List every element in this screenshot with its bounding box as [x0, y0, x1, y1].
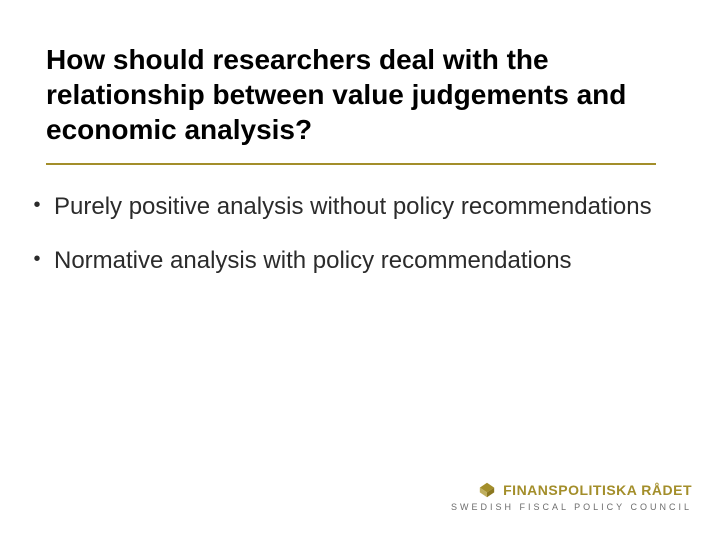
bullet-text: Purely positive analysis without policy …: [54, 192, 652, 222]
bullet-text: Normative analysis with policy recommend…: [54, 246, 572, 276]
bullet-marker-icon: •: [30, 246, 44, 272]
list-item: • Normative analysis with policy recomme…: [30, 246, 670, 276]
logo-top-row: FINANSPOLITISKA RÅDET: [451, 482, 692, 498]
logo-mark-icon: [479, 482, 495, 498]
title-underline: [46, 163, 656, 165]
logo-name: FINANSPOLITISKA RÅDET: [503, 482, 692, 498]
bullet-list: • Purely positive analysis without polic…: [30, 192, 670, 300]
bullet-marker-icon: •: [30, 192, 44, 218]
list-item: • Purely positive analysis without polic…: [30, 192, 670, 222]
logo-subtitle: SWEDISH FISCAL POLICY COUNCIL: [451, 502, 692, 512]
footer-logo: FINANSPOLITISKA RÅDET SWEDISH FISCAL POL…: [451, 482, 692, 512]
slide-title-block: How should researchers deal with the rel…: [46, 42, 660, 147]
slide-title: How should researchers deal with the rel…: [46, 42, 660, 147]
slide: How should researchers deal with the rel…: [0, 0, 720, 540]
